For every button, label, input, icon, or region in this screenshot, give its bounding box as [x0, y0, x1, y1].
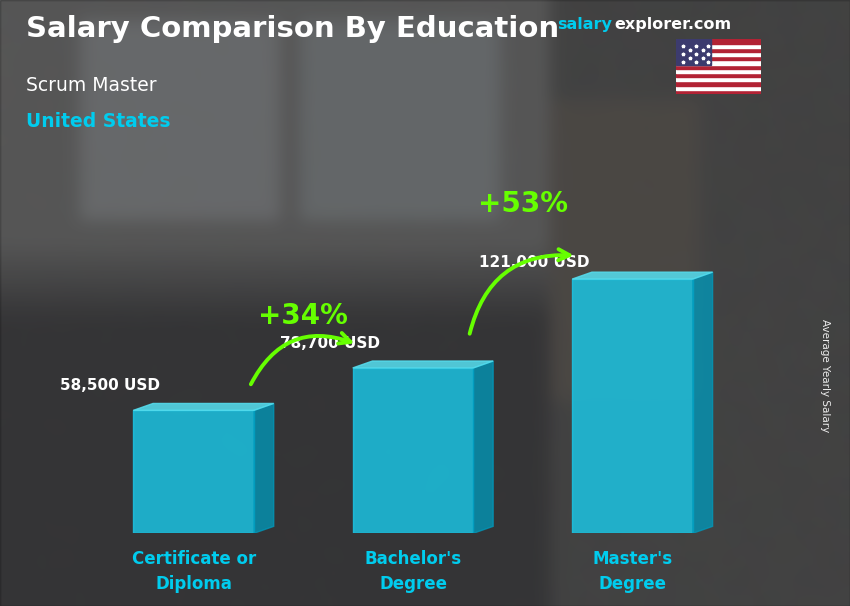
Text: salary: salary: [557, 17, 612, 32]
Bar: [676, 56, 761, 61]
Polygon shape: [473, 361, 493, 533]
Bar: [133, 410, 254, 533]
Polygon shape: [353, 361, 493, 368]
Bar: [676, 44, 761, 48]
Text: +34%: +34%: [258, 302, 348, 330]
Bar: [676, 85, 761, 90]
Polygon shape: [133, 404, 274, 410]
Bar: [676, 68, 761, 73]
Text: Salary Comparison By Education: Salary Comparison By Education: [26, 15, 558, 43]
Text: Scrum Master: Scrum Master: [26, 76, 156, 95]
Text: Average Yearly Salary: Average Yearly Salary: [820, 319, 830, 432]
Polygon shape: [693, 272, 712, 533]
Text: explorer.com: explorer.com: [615, 17, 732, 32]
Text: 78,700 USD: 78,700 USD: [280, 336, 380, 351]
Bar: [676, 61, 761, 65]
Text: +53%: +53%: [478, 190, 568, 218]
Bar: [676, 39, 761, 44]
Bar: [353, 368, 473, 533]
Polygon shape: [572, 272, 712, 279]
Bar: [676, 90, 761, 94]
Bar: [572, 279, 693, 533]
Bar: [676, 77, 761, 81]
Bar: [676, 52, 761, 56]
Bar: [676, 39, 711, 65]
Text: United States: United States: [26, 112, 170, 131]
Polygon shape: [254, 404, 274, 533]
Bar: [676, 65, 761, 68]
Text: 121,000 USD: 121,000 USD: [479, 255, 589, 270]
Bar: [676, 48, 761, 52]
Text: 58,500 USD: 58,500 USD: [60, 378, 161, 393]
Bar: [676, 81, 761, 85]
Bar: [676, 73, 761, 77]
